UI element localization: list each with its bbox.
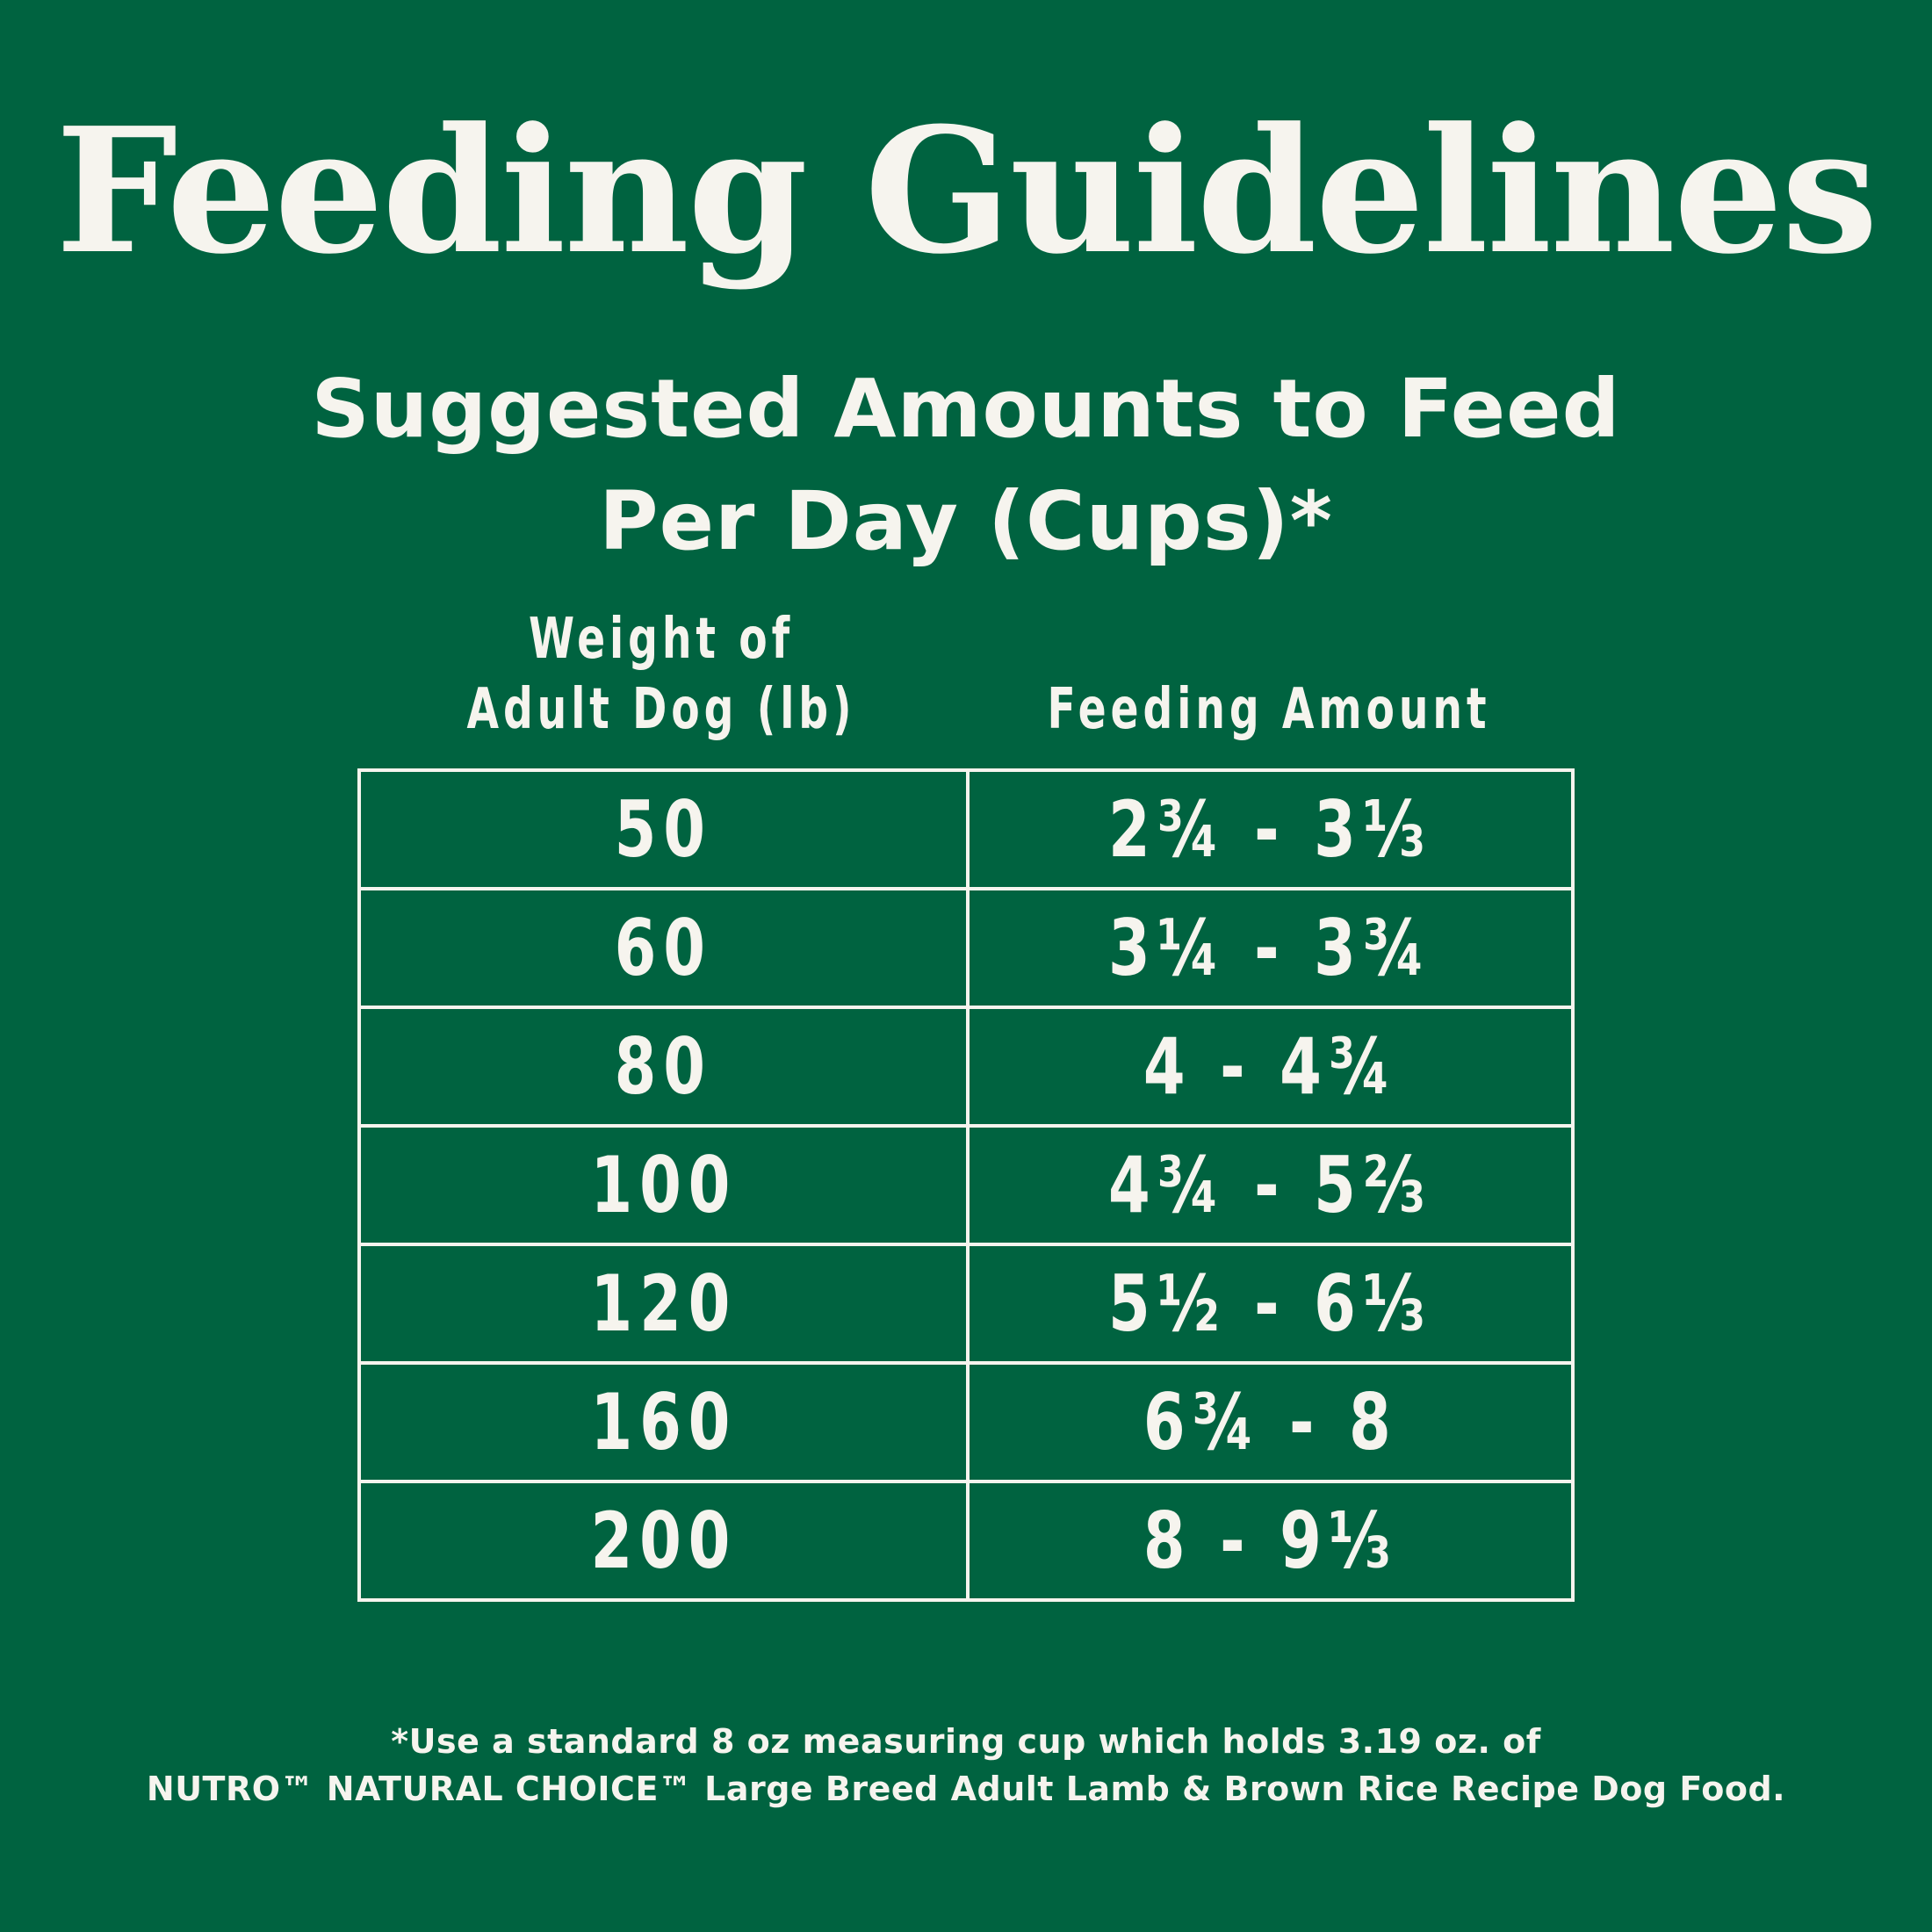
footnote: *Use a standard 8 oz measuring cup which…: [0, 1718, 1932, 1813]
amount-cell: 8 - 9⅓: [966, 1480, 1575, 1602]
weight-cell: 200: [357, 1480, 970, 1602]
table-row: 200 8 - 9⅓: [357, 1480, 1575, 1602]
table-row: 120 5½ - 6⅓: [357, 1243, 1575, 1365]
feeding-table: 50 2¾ - 3⅓ 60 3¼ - 3¾ 80 4 - 4¾ 100 4¾ -…: [357, 768, 1575, 1602]
table-row: 60 3¼ - 3¾: [357, 887, 1575, 1009]
footnote-line-1: *Use a standard 8 oz measuring cup which…: [391, 1722, 1541, 1761]
weight-cell: 50: [357, 768, 970, 890]
weight-cell: 60: [357, 887, 970, 1009]
weight-cell: 120: [357, 1243, 970, 1365]
weight-column-header: Weight of Adult Dog (lb): [413, 604, 910, 745]
amount-cell: 3¼ - 3¾: [966, 887, 1575, 1009]
table-row: 160 6¾ - 8: [357, 1361, 1575, 1483]
weight-cell: 160: [357, 1361, 970, 1483]
subtitle: Suggested Amounts to Feed Per Day (Cups)…: [0, 353, 1932, 578]
weight-header-line-2: Adult Dog (lb): [466, 677, 856, 742]
amount-cell: 6¾ - 8: [966, 1361, 1575, 1483]
weight-header-line-1: Weight of: [528, 607, 795, 672]
amount-cell: 4 - 4¾: [966, 1006, 1575, 1128]
feeding-amount-column-header: Feeding Amount: [1047, 677, 1491, 742]
page-title: Feeding Guidelines: [55, 90, 1878, 292]
weight-cell: 80: [357, 1006, 970, 1128]
footnote-line-2: NUTRO™ NATURAL CHOICE™ Large Breed Adult…: [146, 1770, 1786, 1808]
amount-cell: 5½ - 6⅓: [966, 1243, 1575, 1365]
amount-cell: 4¾ - 5⅔: [966, 1124, 1575, 1246]
subtitle-line-2: Per Day (Cups)*: [599, 474, 1333, 568]
weight-cell: 100: [357, 1124, 970, 1246]
table-row: 100 4¾ - 5⅔: [357, 1124, 1575, 1246]
table-row: 80 4 - 4¾: [357, 1006, 1575, 1128]
table-row: 50 2¾ - 3⅓: [357, 768, 1575, 890]
subtitle-line-1: Suggested Amounts to Feed: [311, 362, 1621, 456]
amount-cell: 2¾ - 3⅓: [966, 768, 1575, 890]
